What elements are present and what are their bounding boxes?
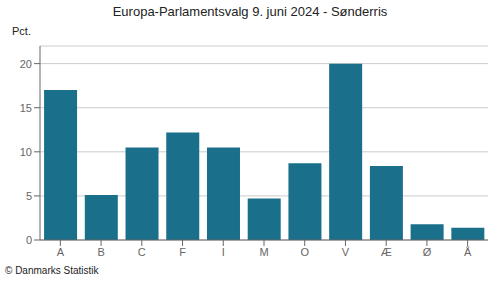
svg-text:Ø: Ø — [423, 246, 432, 258]
svg-text:15: 15 — [20, 102, 32, 114]
svg-text:O: O — [300, 246, 309, 258]
svg-text:B: B — [97, 246, 104, 258]
svg-text:20: 20 — [20, 58, 32, 70]
svg-text:V: V — [342, 246, 350, 258]
html-text:Pct.: Pct. — [12, 25, 31, 37]
svg-text:10: 10 — [20, 146, 32, 158]
svg-text:A: A — [57, 246, 65, 258]
svg-text:Æ: Æ — [381, 246, 392, 258]
svg-text:M: M — [259, 246, 268, 258]
svg-text:0: 0 — [26, 234, 32, 246]
svg-text:Å: Å — [464, 246, 472, 258]
html-text:Europa-Parlamentsvalg 9. juni: Europa-Parlamentsvalg 9. juni 2024 - Søn… — [112, 4, 388, 19]
html-text:© Danmarks Statistik: © Danmarks Statistik — [5, 265, 99, 276]
svg-text:5: 5 — [26, 190, 32, 202]
svg-text:F: F — [179, 246, 186, 258]
svg-text:C: C — [138, 246, 146, 258]
svg-text:I: I — [222, 246, 225, 258]
